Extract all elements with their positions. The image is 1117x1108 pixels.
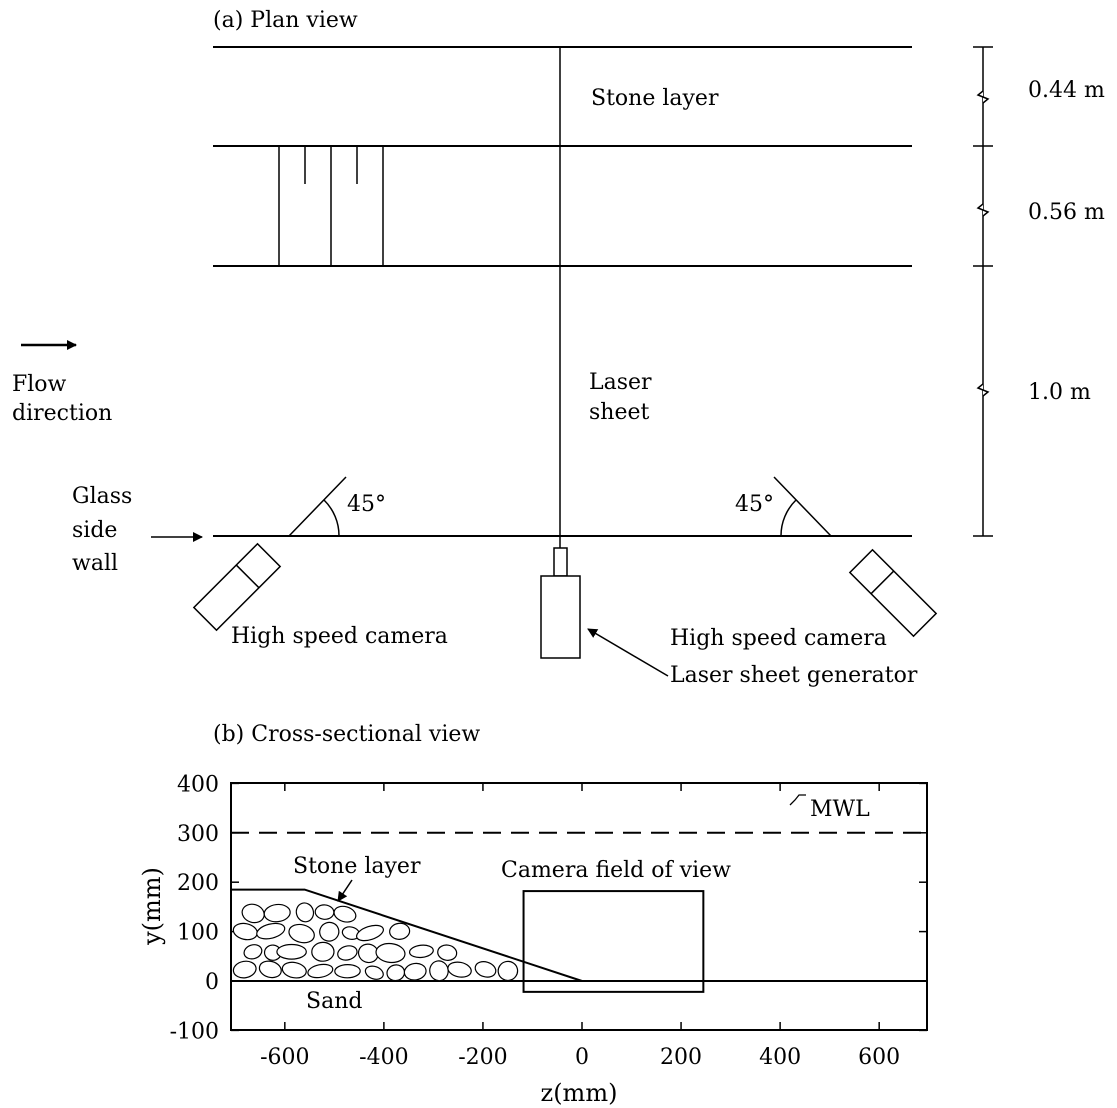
- stone-layer-label: Stone layer: [591, 86, 719, 111]
- stone: [276, 943, 307, 960]
- mwl-marker: [789, 794, 806, 806]
- x-tick-label: 400: [759, 1045, 801, 1070]
- glass-label-2: side: [72, 518, 117, 543]
- stone: [356, 924, 384, 942]
- stone: [403, 962, 427, 981]
- dimension-label-1: 0.44 m: [1028, 78, 1105, 103]
- x-axis-title: z(mm): [541, 1079, 618, 1107]
- stone: [333, 905, 357, 923]
- stone: [281, 961, 307, 979]
- stone: [334, 963, 361, 979]
- x-tick-label: -600: [260, 1045, 309, 1070]
- y-ticks: 400 300 200 100 0 -100: [170, 772, 927, 1044]
- left-camera-icon: [192, 542, 282, 632]
- plan-view: (a) Plan view Stone layer Laser sheet Fl…: [12, 8, 1105, 688]
- y-tick-label: -100: [170, 1019, 219, 1044]
- laser-sheet-label-1: Laser: [589, 370, 652, 395]
- stone: [389, 922, 411, 940]
- right-angle-label: 45°: [735, 492, 774, 517]
- right-angle-arc: [780, 499, 797, 537]
- right-view-line: [773, 476, 832, 537]
- stone: [256, 922, 286, 940]
- stone: [241, 903, 265, 924]
- laser-generator-icon: [540, 547, 581, 659]
- stone: [337, 945, 358, 961]
- stone: [364, 965, 384, 980]
- cross-section-view: (b) Cross-sectional view -600 -400 -200 0 20…: [138, 722, 928, 1107]
- cross-section-title: (b) Cross-sectional view: [213, 722, 480, 747]
- stone: [437, 944, 458, 961]
- flow-label-1: Flow: [12, 372, 67, 397]
- stone: [295, 902, 315, 923]
- laser-sheet-label-2: sheet: [589, 400, 649, 425]
- glass-label-3: wall: [72, 551, 118, 576]
- stone: [243, 944, 263, 960]
- y-tick-label: 100: [177, 921, 219, 946]
- y-tick-label: 200: [177, 871, 219, 896]
- dimension-label-3: 1.0 m: [1028, 380, 1091, 405]
- left-view-line: [288, 476, 347, 537]
- dimension-line: [973, 46, 993, 537]
- x-tick-label: 200: [660, 1045, 702, 1070]
- stone-layer: [231, 888, 583, 982]
- glass-label-1: Glass: [72, 484, 132, 509]
- stone: [429, 960, 449, 982]
- generator-label: Laser sheet generator: [670, 663, 918, 688]
- x-tick-label: 600: [858, 1045, 900, 1070]
- stone: [375, 942, 406, 964]
- stone: [408, 944, 434, 959]
- camera-field-of-view-box: [522, 890, 705, 993]
- stone-layer-label-b: Stone layer: [293, 854, 421, 879]
- stone: [447, 961, 472, 978]
- stone: [263, 903, 291, 923]
- sand-label: Sand: [306, 989, 362, 1014]
- y-tick-label: 0: [205, 970, 219, 995]
- y-tick-label: 300: [177, 822, 219, 847]
- plot-frame: [230, 782, 928, 1031]
- stone: [232, 922, 258, 941]
- stone: [319, 921, 340, 942]
- x-tick-label: -200: [458, 1045, 507, 1070]
- right-camera-label: High speed camera: [670, 626, 887, 651]
- stone: [232, 960, 257, 979]
- stone: [307, 963, 334, 979]
- stone: [258, 960, 282, 979]
- stone: [311, 941, 335, 962]
- stone: [386, 964, 406, 982]
- x-tick-label: -400: [359, 1045, 408, 1070]
- probe-markers: [278, 146, 384, 266]
- generator-pointer-arrow: [587, 628, 669, 677]
- left-angle-arc: [323, 499, 340, 537]
- camera-fov-label: Camera field of view: [501, 858, 731, 883]
- right-camera-icon: [848, 548, 938, 638]
- x-tick-label: 0: [575, 1045, 589, 1070]
- x-ticks: -600 -400 -200 0 200 400 600: [260, 783, 900, 1070]
- flow-label-2: direction: [12, 401, 112, 426]
- stone-layer-pointer: [337, 879, 353, 902]
- stone: [497, 960, 519, 982]
- left-camera-label: High speed camera: [231, 624, 448, 649]
- y-axis-title: y(mm): [138, 867, 166, 946]
- stone: [314, 904, 335, 920]
- dimension-label-2: 0.56 m: [1028, 200, 1105, 225]
- stone: [474, 961, 497, 978]
- mwl-label: MWL: [810, 797, 870, 822]
- left-angle-label: 45°: [347, 492, 386, 517]
- stone: [288, 923, 315, 944]
- stones: [232, 902, 519, 982]
- stone-layer-outline: [231, 888, 583, 982]
- plan-view-title: (a) Plan view: [213, 8, 358, 33]
- y-tick-label: 400: [177, 772, 219, 797]
